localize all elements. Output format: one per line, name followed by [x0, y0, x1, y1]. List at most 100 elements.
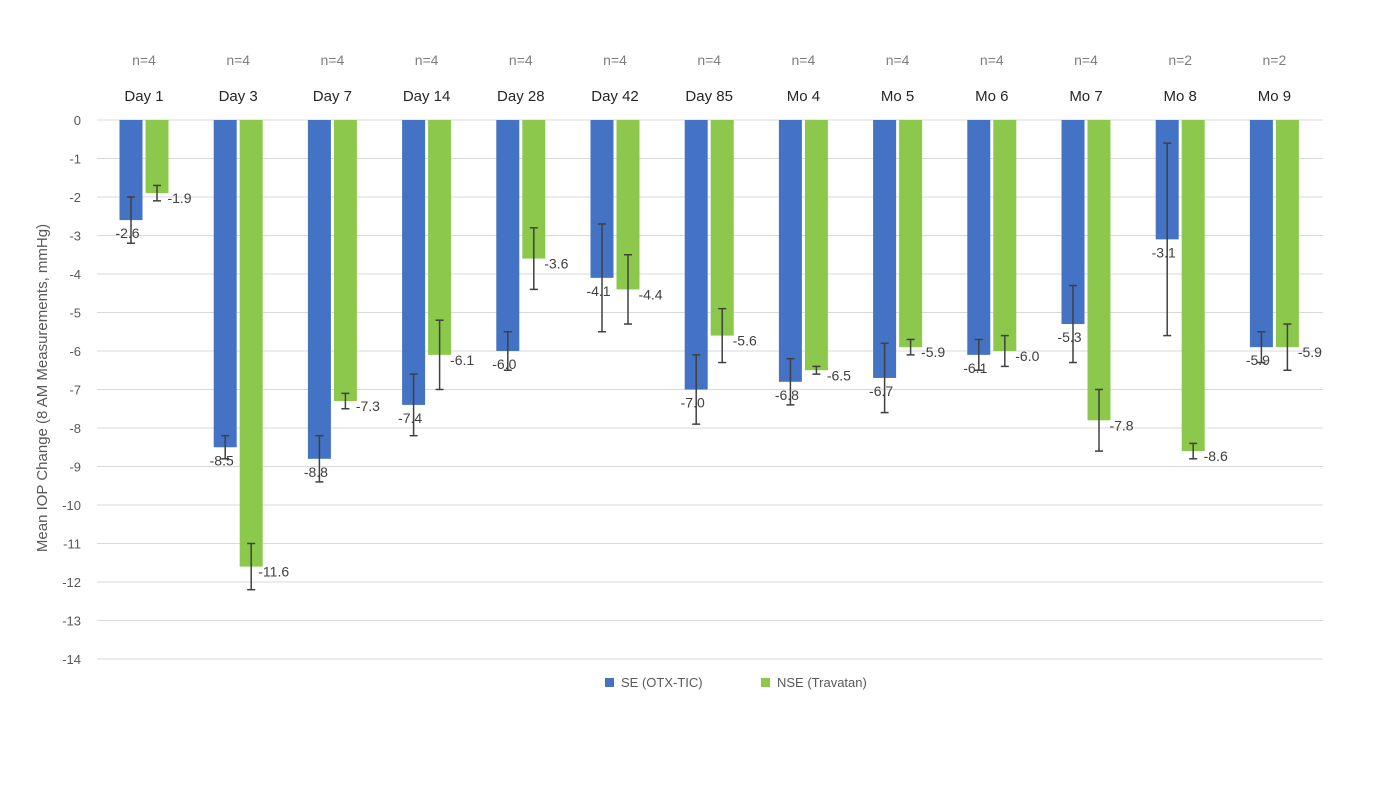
data-label: -8.8: [304, 464, 328, 480]
error-bar: [435, 319, 444, 391]
y-tick-label: -11: [63, 537, 81, 552]
y-tick-label: -9: [69, 460, 81, 475]
category-label: Mo 9: [1258, 88, 1291, 105]
data-labels: -2.6 -8.5 -8.8 -7.4 -6.0 -4.1 -7.0 -6.8 -6.7 -6.1…: [115, 190, 1322, 579]
error-bar: [880, 342, 889, 414]
bar-se: [967, 120, 991, 355]
error-bar: [718, 307, 727, 364]
error-bar: [1000, 334, 1009, 368]
sample-size-label: n=4: [226, 52, 250, 68]
bar-se: [496, 120, 520, 351]
y-tick-label: -14: [62, 652, 81, 667]
category-label: Mo 8: [1164, 88, 1197, 105]
data-label: -1.9: [167, 190, 191, 206]
error-bar: [221, 434, 230, 460]
category-labels: n=4 Day 1 n=4 Day 3 n=4 Day 7 n=4 Day 14 n=4 Day …: [124, 52, 1291, 105]
bar-se: [307, 120, 331, 459]
category-label: Day 28: [497, 88, 545, 105]
y-tick-label: -4: [69, 267, 81, 282]
legend: SE (OTX-TIC) NSE (Travatan): [605, 675, 867, 690]
data-label: -6.1: [963, 360, 987, 376]
bar-nse: [1181, 120, 1205, 452]
sample-size-label: n=2: [1263, 52, 1287, 68]
sample-size-label: n=2: [1168, 52, 1192, 68]
data-label: -7.4: [398, 410, 422, 426]
data-label: -5.9: [1298, 344, 1322, 360]
data-label: -5.9: [1246, 352, 1270, 368]
data-label: -2.6: [115, 225, 139, 241]
y-tick-label: -13: [62, 614, 81, 629]
sample-size-label: n=4: [980, 52, 1004, 68]
category-label: Day 1: [124, 88, 163, 105]
data-label: -7.3: [356, 398, 380, 414]
y-tick-label: -5: [69, 306, 81, 321]
bar-nse: [1275, 120, 1299, 348]
bar-nse: [145, 120, 169, 194]
sample-size-label: n=4: [603, 52, 627, 68]
data-label: -5.3: [1057, 329, 1081, 345]
bar-se: [590, 120, 614, 278]
bar-nse: [239, 120, 263, 567]
bar-se: [684, 120, 708, 390]
y-axis-ticks: 0 -1 -2 -3 -4 -5 -6 -7 -8 -9 -10 -11 -12 -13 -14: [62, 113, 81, 667]
data-label: -6.8: [775, 387, 799, 403]
data-label: -3.1: [1152, 244, 1176, 260]
bar-nse: [428, 120, 452, 355]
error-bar: [529, 227, 538, 291]
category-label: Mo 7: [1069, 88, 1102, 105]
category-label: Day 85: [685, 88, 733, 105]
error-bar: [409, 373, 418, 437]
bar-se: [402, 120, 426, 405]
bar-se: [778, 120, 802, 382]
sample-size-label: n=4: [886, 52, 910, 68]
error-bar: [315, 434, 324, 483]
bar-se: [1061, 120, 1085, 325]
data-label: -6.5: [827, 367, 851, 383]
error-bar: [1283, 323, 1292, 371]
sample-size-label: n=4: [132, 52, 156, 68]
y-axis-label: Mean IOP Change (8 AM Measurements, mmHg…: [34, 224, 51, 552]
error-bar: [341, 392, 350, 410]
bar-se: [1249, 120, 1273, 348]
error-bar: [1189, 442, 1198, 460]
category-label: Mo 4: [787, 88, 820, 105]
bar-se: [119, 120, 143, 221]
error-bar: [153, 184, 161, 202]
error-bar: [812, 365, 821, 375]
bar-nse: [710, 120, 734, 336]
legend-label-nse: NSE (Travatan): [777, 675, 867, 690]
y-tick-label: -2: [69, 190, 81, 205]
data-label: -3.6: [544, 256, 568, 272]
category-label: Mo 5: [881, 88, 914, 105]
data-label: -6.7: [869, 383, 893, 399]
sample-size-label: n=4: [697, 52, 721, 68]
bar-nse: [804, 120, 828, 371]
data-label: -11.6: [258, 564, 289, 580]
data-label: -5.6: [733, 333, 757, 349]
bar-se: [873, 120, 897, 378]
gridlines: [97, 119, 1323, 660]
error-bar: [692, 354, 701, 425]
y-tick-label: -6: [69, 344, 81, 359]
legend-label-se: SE (OTX-TIC): [621, 675, 703, 690]
category-label: Day 42: [591, 88, 639, 105]
bar-nse: [616, 120, 640, 290]
y-tick-label: 0: [74, 113, 81, 128]
error-bar: [624, 254, 632, 325]
bar-nse: [522, 120, 546, 259]
data-label: -6.0: [1015, 348, 1039, 364]
data-label: -6.0: [492, 356, 516, 372]
legend-swatch-se: [605, 678, 614, 687]
sample-size-label: n=4: [321, 52, 345, 68]
error-bar: [1163, 142, 1172, 337]
y-tick-label: -7: [69, 383, 81, 398]
data-label: -8.6: [1204, 448, 1228, 464]
sample-size-label: n=4: [415, 52, 439, 68]
sample-size-label: n=4: [509, 52, 533, 68]
category-label: Day 14: [403, 88, 451, 105]
category-label: Day 7: [313, 88, 352, 105]
bar-nse: [899, 120, 923, 348]
y-tick-label: -10: [62, 498, 81, 513]
error-bar: [906, 338, 915, 356]
